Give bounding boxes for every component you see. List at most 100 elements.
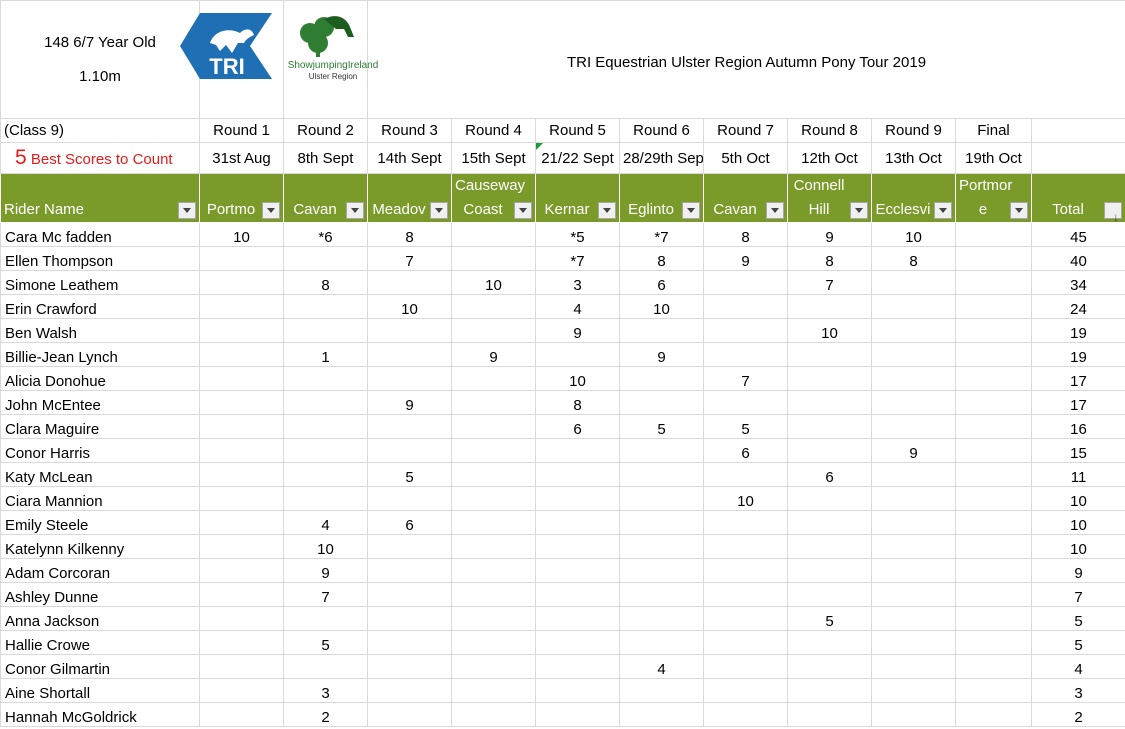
score-cell[interactable] <box>619 678 704 703</box>
total-cell[interactable]: 4 <box>1030 654 1125 679</box>
score-cell[interactable] <box>619 366 704 391</box>
score-cell[interactable] <box>451 222 536 247</box>
score-cell[interactable] <box>283 294 368 319</box>
score-cell[interactable] <box>619 630 704 655</box>
total-cell[interactable]: 17 <box>1030 390 1125 415</box>
score-cell[interactable] <box>955 678 1032 703</box>
score-cell[interactable] <box>955 246 1032 271</box>
score-cell[interactable] <box>871 510 956 535</box>
score-cell[interactable] <box>703 534 788 559</box>
score-cell[interactable] <box>703 582 788 607</box>
score-cell[interactable] <box>367 414 452 439</box>
filter-dropdown-icon[interactable] <box>178 202 196 219</box>
total-cell[interactable]: 3 <box>1030 678 1125 703</box>
score-cell[interactable]: 7 <box>283 582 368 607</box>
score-cell[interactable] <box>367 654 452 679</box>
score-cell[interactable] <box>199 246 284 271</box>
score-cell[interactable] <box>955 366 1032 391</box>
score-cell[interactable]: 5 <box>703 414 788 439</box>
score-cell[interactable] <box>367 366 452 391</box>
score-cell[interactable] <box>955 222 1032 247</box>
score-cell[interactable] <box>451 630 536 655</box>
score-cell[interactable] <box>787 558 872 583</box>
score-cell[interactable] <box>955 462 1032 487</box>
total-cell[interactable]: 9 <box>1030 558 1125 583</box>
rider-name[interactable]: Aine Shortall <box>0 678 200 703</box>
total-cell[interactable]: 45 <box>1030 222 1125 247</box>
score-cell[interactable] <box>955 294 1032 319</box>
rider-name[interactable]: Hannah McGoldrick <box>0 702 200 727</box>
score-cell[interactable] <box>451 438 536 463</box>
score-cell[interactable] <box>703 318 788 343</box>
score-cell[interactable] <box>955 558 1032 583</box>
score-cell[interactable] <box>787 294 872 319</box>
score-cell[interactable] <box>451 534 536 559</box>
score-cell[interactable] <box>199 678 284 703</box>
score-cell[interactable]: 10 <box>703 486 788 511</box>
score-cell[interactable] <box>619 558 704 583</box>
score-cell[interactable]: 4 <box>535 294 620 319</box>
rider-name[interactable]: Ben Walsh <box>0 318 200 343</box>
score-cell[interactable] <box>535 558 620 583</box>
score-cell[interactable] <box>955 318 1032 343</box>
score-cell[interactable] <box>703 390 788 415</box>
score-cell[interactable] <box>199 534 284 559</box>
total-cell[interactable]: 19 <box>1030 342 1125 367</box>
score-cell[interactable] <box>787 438 872 463</box>
score-cell[interactable] <box>199 366 284 391</box>
filter-dropdown-icon[interactable] <box>766 202 784 219</box>
score-cell[interactable] <box>367 270 452 295</box>
score-cell[interactable] <box>451 318 536 343</box>
score-cell[interactable] <box>535 678 620 703</box>
score-cell[interactable] <box>283 246 368 271</box>
score-cell[interactable] <box>703 270 788 295</box>
score-cell[interactable] <box>955 486 1032 511</box>
score-cell[interactable] <box>955 654 1032 679</box>
score-cell[interactable] <box>451 606 536 631</box>
total-cell[interactable]: 10 <box>1030 486 1125 511</box>
score-cell[interactable] <box>955 534 1032 559</box>
score-cell[interactable] <box>367 558 452 583</box>
venue-header[interactable]: Cavan <box>703 173 788 223</box>
score-cell[interactable] <box>871 414 956 439</box>
score-cell[interactable] <box>535 486 620 511</box>
score-cell[interactable]: 4 <box>619 654 704 679</box>
score-cell[interactable]: 2 <box>283 702 368 727</box>
score-cell[interactable] <box>703 294 788 319</box>
score-cell[interactable] <box>367 702 452 727</box>
rider-name[interactable]: Ellen Thompson <box>0 246 200 271</box>
filter-dropdown-icon[interactable] <box>346 202 364 219</box>
score-cell[interactable] <box>283 366 368 391</box>
rider-name[interactable]: Ashley Dunne <box>0 582 200 607</box>
score-cell[interactable] <box>451 246 536 271</box>
score-cell[interactable] <box>787 534 872 559</box>
rider-name[interactable]: Katelynn Kilkenny <box>0 534 200 559</box>
score-cell[interactable] <box>199 582 284 607</box>
score-cell[interactable]: 7 <box>703 366 788 391</box>
score-cell[interactable] <box>199 702 284 727</box>
score-cell[interactable]: 10 <box>199 222 284 247</box>
score-cell[interactable] <box>283 390 368 415</box>
sort-descending-icon[interactable] <box>1104 202 1123 219</box>
score-cell[interactable] <box>199 462 284 487</box>
filter-dropdown-icon[interactable] <box>598 202 616 219</box>
score-cell[interactable] <box>535 438 620 463</box>
score-cell[interactable] <box>871 678 956 703</box>
filter-dropdown-icon[interactable] <box>1010 202 1028 219</box>
score-cell[interactable] <box>703 702 788 727</box>
score-cell[interactable] <box>199 654 284 679</box>
score-cell[interactable] <box>199 270 284 295</box>
score-cell[interactable]: 6 <box>703 438 788 463</box>
score-cell[interactable] <box>199 630 284 655</box>
score-cell[interactable]: 10 <box>535 366 620 391</box>
score-cell[interactable] <box>955 438 1032 463</box>
score-cell[interactable]: *6 <box>283 222 368 247</box>
filter-dropdown-icon[interactable] <box>262 202 280 219</box>
total-cell[interactable]: 34 <box>1030 270 1125 295</box>
score-cell[interactable] <box>367 486 452 511</box>
venue-header[interactable]: Portmo <box>199 173 284 223</box>
score-cell[interactable] <box>871 654 956 679</box>
score-cell[interactable] <box>199 438 284 463</box>
score-cell[interactable]: 7 <box>787 270 872 295</box>
score-cell[interactable] <box>871 630 956 655</box>
